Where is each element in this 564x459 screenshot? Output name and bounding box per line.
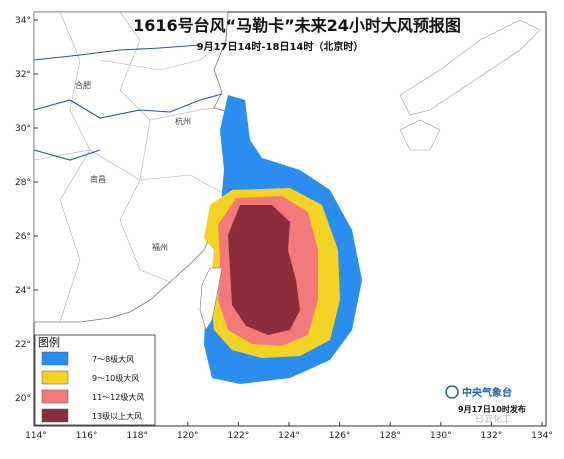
agency: 中央气象台 xyxy=(462,386,512,399)
lon-label: 116° xyxy=(76,431,98,441)
lon-label: 128° xyxy=(379,431,401,441)
lat-label: 30° xyxy=(15,124,31,134)
legend-title: 图例 xyxy=(38,335,60,349)
lon-label: 126° xyxy=(329,431,351,441)
city-label: 合肥 xyxy=(75,80,91,90)
legend-entries: 7～8级大风 9～10级大风 11～12级大风 13级以上大风 xyxy=(41,351,144,423)
lat-label: 34° xyxy=(15,16,31,26)
agency-logo xyxy=(445,385,459,399)
lon-label: 122° xyxy=(228,431,250,441)
legend-label: 9～10级大风 xyxy=(92,373,139,383)
subtitle: 9月17日14时-18日14时（北京时） xyxy=(197,40,364,53)
lon-label: 130° xyxy=(430,431,452,441)
legend-swatch xyxy=(41,408,69,423)
lat-label: 28° xyxy=(15,178,31,188)
taiwan xyxy=(199,267,223,331)
legend-label: 11～12级大风 xyxy=(92,392,144,402)
title: 1616号台风“马勒卡”未来24小时大风预报图 xyxy=(133,16,461,35)
city-label: 杭州 xyxy=(175,116,191,126)
lon-label: 118° xyxy=(126,431,148,441)
legend-swatch xyxy=(41,370,69,385)
city-label: 福州 xyxy=(152,243,168,252)
legend-label: 7～8级大风 xyxy=(92,354,134,364)
province-borders xyxy=(33,11,229,323)
city-label: 南昌 xyxy=(90,174,106,184)
lon-label: 114° xyxy=(25,431,47,441)
watermark: 日云化工 xyxy=(475,413,511,425)
lon-label: 132° xyxy=(481,431,503,441)
lat-label: 20° xyxy=(15,394,31,404)
lon-label: 124° xyxy=(278,431,300,441)
lon-label: 120° xyxy=(177,431,199,441)
lat-label: 26° xyxy=(15,232,31,242)
lon-label: 134° xyxy=(531,431,553,441)
kyushu xyxy=(399,119,441,151)
japan xyxy=(399,19,541,116)
issued-time: 9月17日10时发布 xyxy=(458,404,526,414)
rivers xyxy=(33,44,223,161)
legend-swatch xyxy=(41,389,69,404)
zone-13-plus xyxy=(228,205,300,335)
lat-label: 24° xyxy=(15,286,31,296)
lat-label: 22° xyxy=(15,340,31,350)
longitude-labels: 114° 116° 118° 120° 122° 124° 126° 128° 130° 132°… xyxy=(25,422,553,441)
lat-label: 32° xyxy=(15,70,31,80)
latitude-labels: 34° 32° 30° 28° 26° 24° 22° 20° xyxy=(15,16,38,404)
legend-label: 13级以上大风 xyxy=(92,411,142,421)
legend-swatch xyxy=(41,351,69,366)
